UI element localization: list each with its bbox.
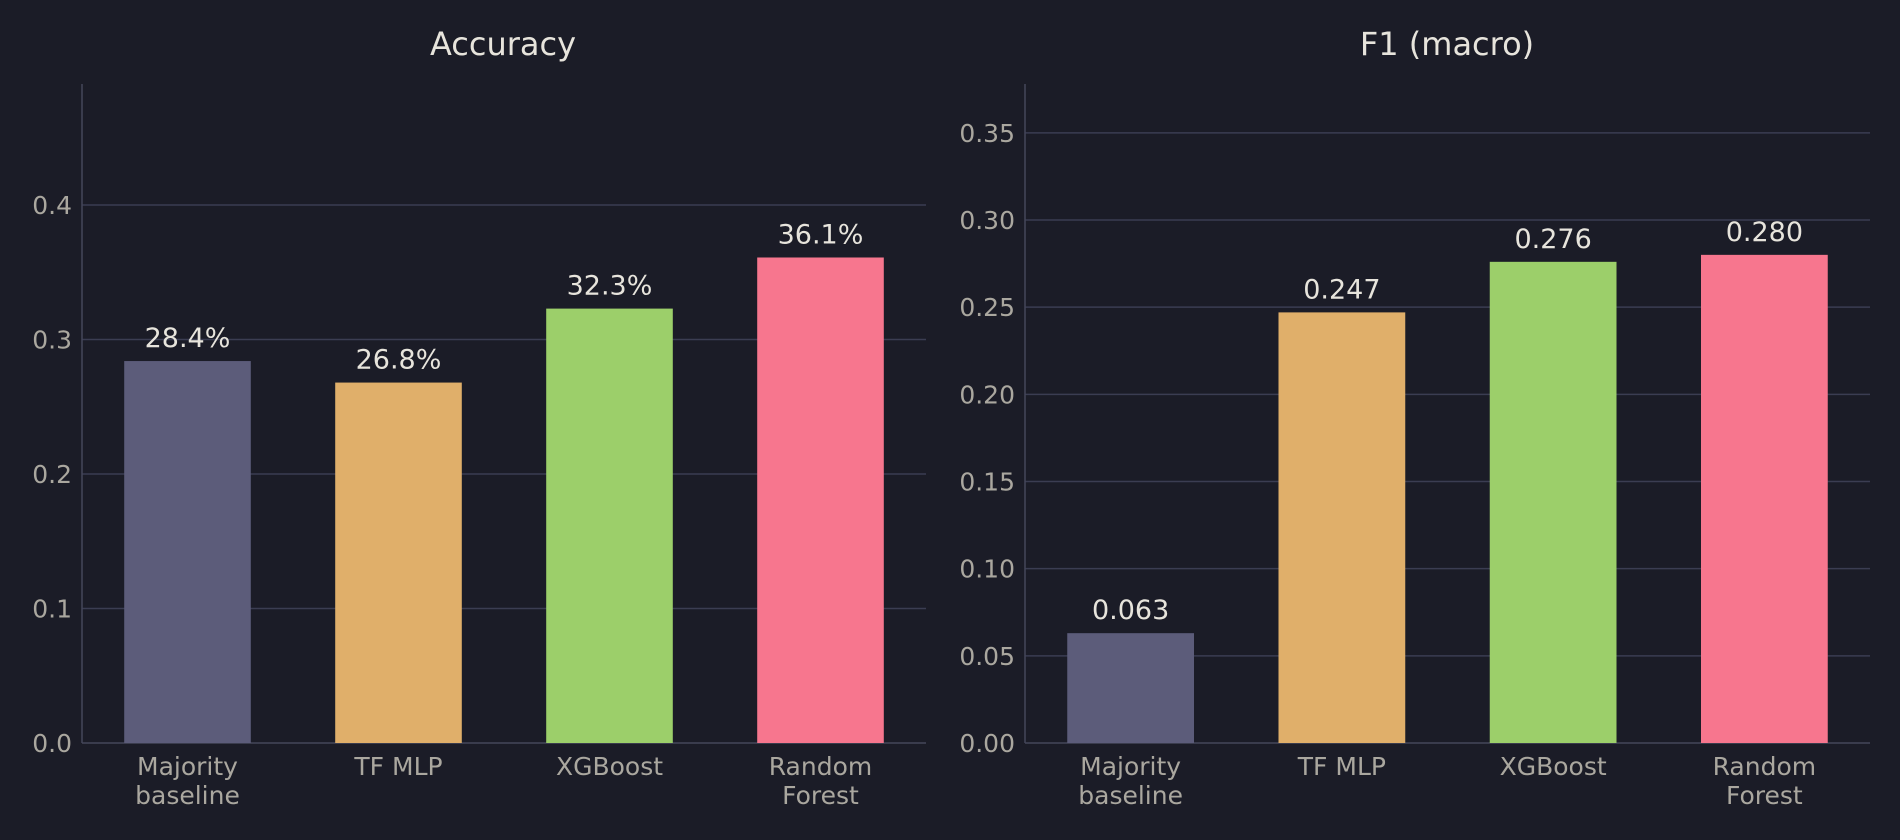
x-tick-label-majority-baseline: Majority baseline: [1078, 752, 1183, 810]
x-tick-label-random-forest: Random Forest: [769, 752, 873, 810]
y-tick-label: 0.2: [32, 460, 72, 489]
x-tick-label-majority-baseline: Majority baseline: [135, 752, 240, 810]
bar-tf-mlp: [335, 382, 462, 743]
y-tick-label: 0.20: [959, 380, 1015, 409]
y-tick-label: 0.4: [32, 191, 72, 220]
f1-chart-title: F1 (macro): [1360, 25, 1534, 63]
x-tick-label-tf-mlp: TF MLP: [353, 752, 442, 781]
y-tick-label: 0.25: [959, 293, 1015, 322]
x-tick-label-xgboost: XGBoost: [1500, 752, 1607, 781]
data-label-xgboost: 32.3%: [567, 271, 653, 302]
x-tick-label-tf-mlp: TF MLP: [1297, 752, 1386, 781]
bar-majority-baseline: [1067, 633, 1194, 743]
bar-tf-mlp: [1278, 312, 1406, 743]
bar-random-forest: [1701, 254, 1828, 743]
data-label-xgboost: 0.276: [1514, 224, 1591, 255]
y-tick-label: 0.35: [959, 119, 1015, 148]
bar-xgboost: [1489, 261, 1617, 743]
bar-majority-baseline: [124, 361, 251, 743]
accuracy-chart: Accuracy 0.0 0.1 0.2 0.3 0.4 28.4% Majority base…: [32, 25, 926, 810]
y-tick-label: 0.3: [32, 326, 72, 355]
y-tick-label: 0.10: [959, 555, 1015, 584]
data-label-majority-baseline: 0.063: [1092, 595, 1169, 626]
y-tick-label: 0.15: [959, 467, 1015, 496]
x-tick-label-random-forest: Random Forest: [1713, 752, 1817, 810]
y-tick-label: 0.05: [959, 642, 1015, 671]
x-tick-label-xgboost: XGBoost: [556, 752, 663, 781]
y-tick-label: 0.1: [32, 595, 72, 624]
y-tick-label: 0.0: [32, 729, 72, 758]
y-tick-label: 0.00: [959, 729, 1015, 758]
data-label-tf-mlp: 26.8%: [356, 345, 442, 376]
bar-random-forest: [757, 257, 884, 743]
data-label-tf-mlp: 0.247: [1303, 274, 1380, 305]
data-label-majority-baseline: 28.4%: [145, 323, 231, 354]
data-label-random-forest: 36.1%: [778, 219, 864, 250]
bar-xgboost: [546, 308, 673, 743]
f1-macro-chart: F1 (macro) 0.00 0.05 0.10 0.15 0.20 0.25 0.30 0.…: [959, 25, 1870, 810]
accuracy-chart-title: Accuracy: [430, 25, 576, 63]
data-label-random-forest: 0.280: [1726, 217, 1803, 248]
y-tick-label: 0.30: [959, 206, 1015, 235]
